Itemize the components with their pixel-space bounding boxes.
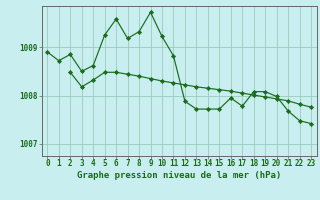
X-axis label: Graphe pression niveau de la mer (hPa): Graphe pression niveau de la mer (hPa) bbox=[77, 171, 281, 180]
